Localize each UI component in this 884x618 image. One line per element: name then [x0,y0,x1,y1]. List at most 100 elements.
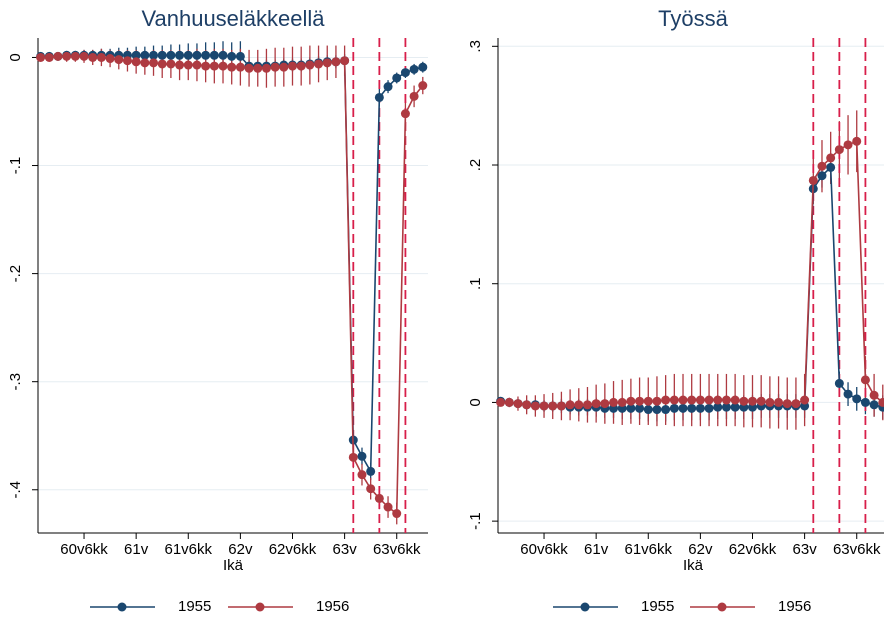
point [383,82,393,92]
point [574,400,584,410]
point [643,405,653,415]
x-tick-label: 62v [688,541,713,558]
x-tick-label: 61v6kk [165,541,213,558]
point [747,396,757,406]
y-tick-label: 0 [467,398,484,406]
point [678,403,688,413]
x-tick-label: 61v [124,541,149,558]
point [496,397,506,407]
point [687,403,697,413]
point [157,50,167,60]
point [227,51,237,61]
point [305,60,315,70]
y-tick-label: -.3 [7,373,24,391]
point [201,50,211,60]
point [800,395,810,405]
point [296,61,306,71]
y-tick-label: -.2 [7,265,24,283]
y-tick-label: -.1 [7,157,24,175]
x-tick-label: 61v6kk [625,541,673,558]
legend-label: 1955 [641,598,674,615]
point [513,399,523,409]
point [635,396,645,406]
point [860,375,870,385]
point [721,402,731,412]
point [235,62,245,72]
point [852,136,862,146]
point [114,55,124,65]
point [192,50,202,60]
point [600,399,610,409]
point [175,60,185,70]
x-axis-label: Ikä [683,557,704,574]
point [409,64,419,74]
point [105,54,115,64]
point [817,171,827,181]
point [617,397,627,407]
x-tick-label: 62v6kk [269,541,317,558]
point [774,397,784,407]
point [869,400,879,410]
point [704,395,714,405]
x-tick-label: 60v6kk [60,541,108,558]
x-tick-label: 62v [228,541,253,558]
point [374,493,384,503]
point [678,395,688,405]
legend-label: 1955 [178,598,211,615]
point [843,140,853,150]
point [209,50,219,60]
point [652,405,662,415]
point [826,153,836,163]
point [704,403,714,413]
point [721,395,731,405]
point [131,57,141,67]
point [279,62,289,72]
point [652,396,662,406]
point [843,389,853,399]
point [852,394,862,404]
point [140,58,150,68]
point [782,399,792,409]
point [322,58,332,68]
point [131,50,141,60]
point [314,59,324,69]
point [522,400,532,410]
point [366,484,376,494]
point [730,402,740,412]
point [669,403,679,413]
point [591,399,601,409]
point [695,403,705,413]
point [626,396,636,406]
series-line [500,140,884,407]
point [261,63,271,73]
point [149,50,159,60]
point [36,52,46,62]
point [183,60,193,70]
point [331,57,341,67]
point [383,502,393,512]
point [122,56,132,66]
point [392,509,402,519]
point [539,401,549,411]
point [166,59,176,69]
point [669,395,679,405]
point [79,51,89,61]
point [713,402,723,412]
series-line [40,54,423,475]
point [175,50,185,60]
point [70,51,80,61]
y-tick-label: -.1 [467,512,484,530]
point [192,60,202,70]
point [287,61,297,71]
point [548,401,558,411]
point [530,401,540,411]
point [44,52,54,62]
x-tick-label: 63v [333,541,358,558]
point [869,390,879,400]
point [53,51,63,61]
point [661,395,671,405]
y-tick-label: .3 [467,40,484,53]
chart-title: Vanhuuseläkkeellä [141,6,325,31]
point [643,396,653,406]
point [140,50,150,60]
